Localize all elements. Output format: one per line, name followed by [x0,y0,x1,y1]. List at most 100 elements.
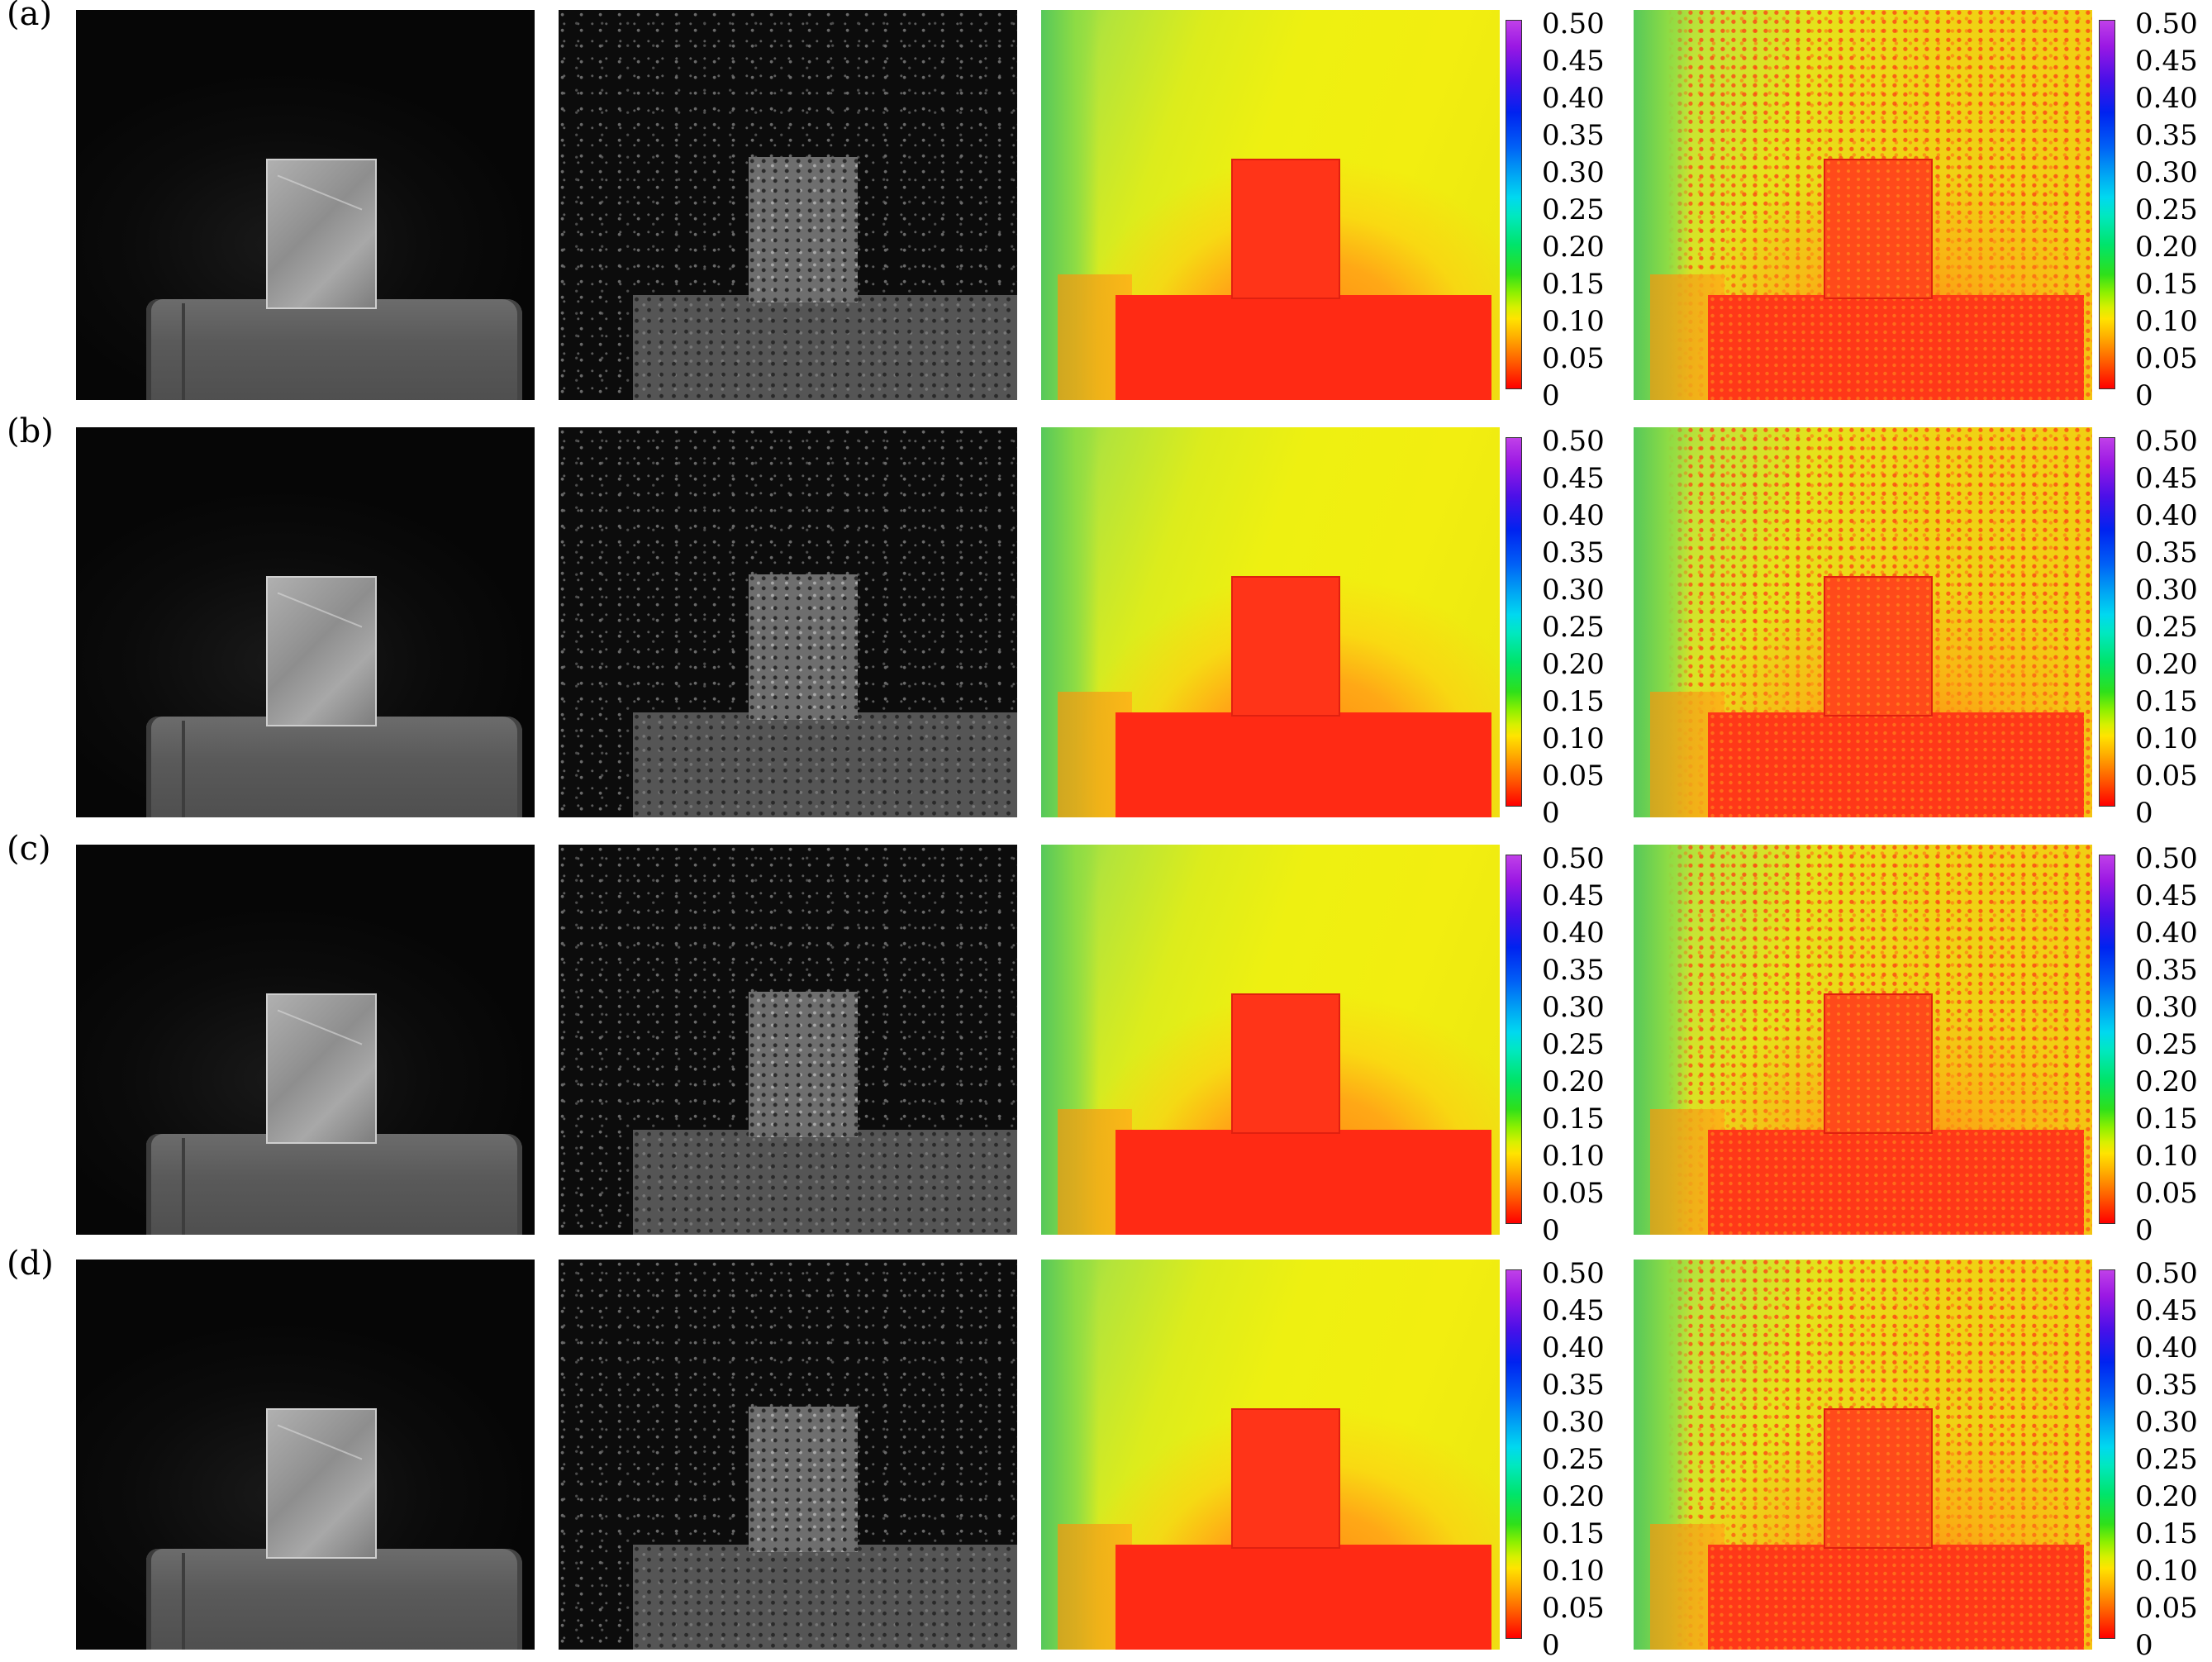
colorbar-tick-label: 0.05 [2135,342,2198,375]
speckle-base [633,1130,1017,1235]
colorbar-tick-label: 0.25 [1542,1443,1605,1476]
colorbar-tick-label: 0.30 [2135,991,2198,1024]
colorbar-tick-label: 0.35 [2135,1369,2198,1402]
colorbar-tick-label: 0.35 [1542,1369,1605,1402]
map-base [1708,1130,2084,1235]
figure-row: (d) 0.50 0.45 0.40 0.35 0.30 0.25 0.20 0.15 0.10 0… [0,1245,2212,1660]
color-map-noisy [1634,845,2092,1235]
colorbar-tick-label: 0.30 [2135,574,2198,607]
colorbar-tick-label: 0 [1542,1629,1560,1662]
photo-block [266,993,377,1144]
color-map-smooth [1041,10,1500,400]
colorbar-tick-label: 0.15 [2135,1102,2198,1136]
colorbar-tick-label: 0.35 [2135,536,2198,569]
colorbar-tick-label: 0.35 [2135,954,2198,987]
speckle-base [633,1545,1017,1650]
colorbar-tick-label: 0.50 [2135,425,2198,458]
row-label: (a) [7,0,53,33]
colorbar-tick-label: 0.05 [1542,1177,1605,1210]
colorbar-tick-label: 0.25 [2135,611,2198,644]
map-base [1116,712,1491,817]
colorbar-tick-label: 0.50 [1542,7,1605,40]
colorbar-tick-label: 0.30 [1542,156,1605,189]
colorbar-tick-label: 0.25 [1542,1028,1605,1061]
map-block [1231,576,1340,717]
grayscale-photo [76,1260,535,1650]
speckle-block [749,574,858,720]
colorbar-tick-label: 0.50 [2135,7,2198,40]
map-block [1824,1408,1933,1549]
figure-row: (b) 0.50 0.45 0.40 0.35 0.30 0.25 0.20 0.15 0.10 0… [0,412,2212,827]
speckle-photo [559,1260,1017,1650]
colorbar-ticks: 0.50 0.45 0.40 0.35 0.30 0.25 0.20 0.15 0.10 0.05… [1542,417,1641,827]
colorbar-tick-label: 0.25 [2135,1443,2198,1476]
map-base [1116,295,1491,400]
colorbar-tick-label: 0.35 [1542,954,1605,987]
colorbar-ticks: 0.50 0.45 0.40 0.35 0.30 0.25 0.20 0.15 0.10 0.05… [1542,0,1641,410]
colorbar-tick-label: 0.40 [1542,917,1605,950]
photo-base-seam [182,303,185,400]
colorbar-tick-label: 0.10 [1542,1555,1605,1588]
speckle-block [749,157,858,302]
colorbar-tick-label: 0.05 [2135,1177,2198,1210]
colorbar-tick-label: 0.50 [1542,425,1605,458]
speckle-photo [559,10,1017,400]
map-base [1116,1130,1491,1235]
photo-base [146,1134,522,1235]
colorbar-tick-label: 0.30 [2135,1406,2198,1439]
grayscale-photo [76,845,535,1235]
colorbar-tick-label: 0.10 [2135,722,2198,755]
colorbar-tick-label: 0.20 [2135,231,2198,264]
colorbar-tick-label: 0.40 [1542,1331,1605,1364]
colorbar-tick-label: 0.50 [2135,1257,2198,1290]
photo-base [146,717,522,817]
figure-row: (c) 0.50 0.45 0.40 0.35 0.30 0.25 0.20 0.15 0.10 0… [0,830,2212,1245]
photo-base-seam [182,1553,185,1650]
speckle-block [749,1407,858,1552]
colorbar-tick-label: 0 [2135,1629,2153,1662]
colorbar-tick-label: 0.15 [1542,268,1605,301]
colorbar-tick-label: 0.30 [1542,574,1605,607]
map-block [1231,993,1340,1134]
colorbar-tick-label: 0.10 [2135,1140,2198,1173]
map-block [1824,159,1933,299]
colorbar [2099,437,2115,807]
colorbar-tick-label: 0.50 [2135,842,2198,875]
speckle-block [749,992,858,1137]
colorbar-tick-label: 0.15 [1542,1102,1605,1136]
colorbar-tick-label: 0.45 [1542,1294,1605,1327]
figure-row: (a) 0.50 0.45 0.40 0.35 0.30 0.25 0.20 0.15 0.10 0… [0,0,2212,410]
map-block [1824,993,1933,1134]
colorbar-tick-label: 0.40 [1542,82,1605,115]
colorbar-tick-label: 0.20 [1542,648,1605,681]
colorbar-tick-label: 0.50 [1542,842,1605,875]
photo-base-seam [182,721,185,817]
colorbar-tick-label: 0.20 [2135,648,2198,681]
grayscale-photo [76,10,535,400]
colorbar-ticks: 0.50 0.45 0.40 0.35 0.30 0.25 0.20 0.15 0.10 0.05… [2135,0,2212,410]
colorbar-tick-label: 0.50 [1542,1257,1605,1290]
colorbar-tick-label: 0.20 [2135,1480,2198,1513]
row-label: (d) [7,1245,54,1283]
colorbar [1506,437,1522,807]
colorbar-tick-label: 0.45 [1542,879,1605,912]
color-map-noisy [1634,1260,2092,1650]
colorbar [2099,855,2115,1224]
colorbar-tick-label: 0.35 [1542,119,1605,152]
colorbar-tick-label: 0.10 [1542,305,1605,338]
map-base [1708,295,2084,400]
color-map-noisy [1634,427,2092,817]
colorbar-tick-label: 0 [2135,379,2153,412]
colorbar-tick-label: 0.30 [1542,991,1605,1024]
speckle-photo [559,845,1017,1235]
speckle-base [633,295,1017,400]
colorbar-tick-label: 0.05 [1542,760,1605,793]
row-label: (b) [7,412,54,450]
colorbar-tick-label: 0.20 [1542,1065,1605,1098]
map-base [1116,1545,1491,1650]
color-map-smooth [1041,427,1500,817]
colorbar-tick-label: 0.45 [2135,45,2198,78]
colorbar-tick-label: 0.10 [2135,1555,2198,1588]
colorbar-ticks: 0.50 0.45 0.40 0.35 0.30 0.25 0.20 0.15 0.10 0.05… [1542,835,1641,1245]
colorbar-tick-label: 0.40 [2135,917,2198,950]
